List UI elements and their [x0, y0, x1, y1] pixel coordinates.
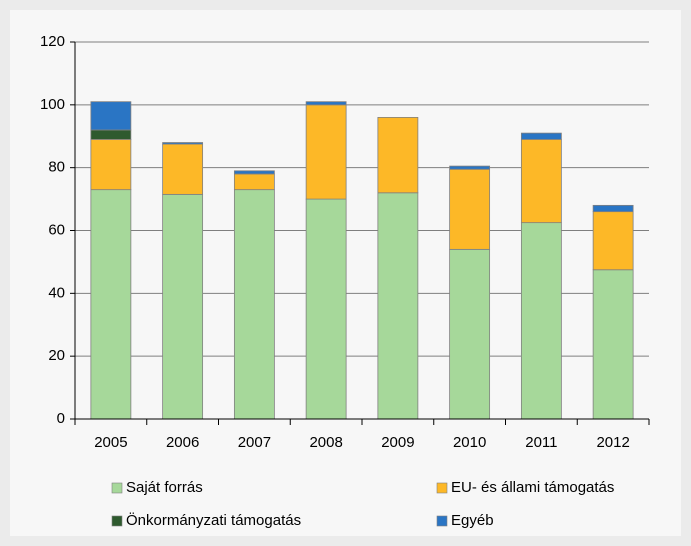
x-tick-label: 2006 [166, 434, 199, 451]
bar-segment [305, 104, 347, 200]
bar-segment [162, 143, 204, 195]
y-tick-label: 80 [48, 159, 65, 176]
bar-segment [449, 168, 491, 250]
y-tick-label: 0 [57, 410, 65, 427]
bar-segment [449, 165, 491, 170]
x-tick-label: 2010 [453, 434, 486, 451]
y-tick-label: 100 [40, 96, 65, 113]
legend-label: Egyéb [451, 512, 494, 529]
x-tick-label: 2009 [381, 434, 414, 451]
x-tick-label: 2008 [309, 434, 342, 451]
bar-segment [449, 248, 491, 420]
x-tick-label: 2007 [238, 434, 271, 451]
bar-segment [162, 142, 204, 145]
bar-segment [162, 193, 204, 420]
bar-segment [592, 211, 634, 271]
bar-segment [90, 138, 132, 191]
bar-segment [377, 192, 419, 420]
legend-swatch [111, 515, 123, 527]
legend-label: Saját forrás [126, 479, 203, 496]
legend-swatch [436, 482, 448, 494]
y-tick-label: 20 [48, 347, 65, 364]
legend-swatch [111, 482, 123, 494]
bar-segment [305, 101, 347, 106]
bar-segment [305, 198, 347, 420]
y-tick-label: 60 [48, 221, 65, 238]
y-tick-label: 40 [48, 284, 65, 301]
bar-segment [90, 101, 132, 131]
y-tick-label: 120 [40, 33, 65, 50]
bar-segment [377, 117, 419, 194]
x-tick-label: 2005 [94, 434, 127, 451]
bar-segment [90, 129, 132, 140]
legend-label: EU- és állami támogatás [451, 479, 614, 496]
bar-segment [520, 222, 562, 420]
bar-segment [233, 189, 275, 420]
bar-segment [233, 173, 275, 191]
bar-segment [233, 170, 275, 175]
bar-segment [90, 189, 132, 420]
bar-segment [592, 204, 634, 213]
legend-swatch [436, 515, 448, 527]
x-tick-label: 2011 [525, 434, 557, 451]
bar-segment [520, 132, 562, 140]
legend-label: Önkormányzati támogatás [126, 511, 301, 529]
bar-segment [520, 138, 562, 224]
x-tick-label: 2012 [596, 434, 629, 451]
bar-segment [592, 269, 634, 420]
